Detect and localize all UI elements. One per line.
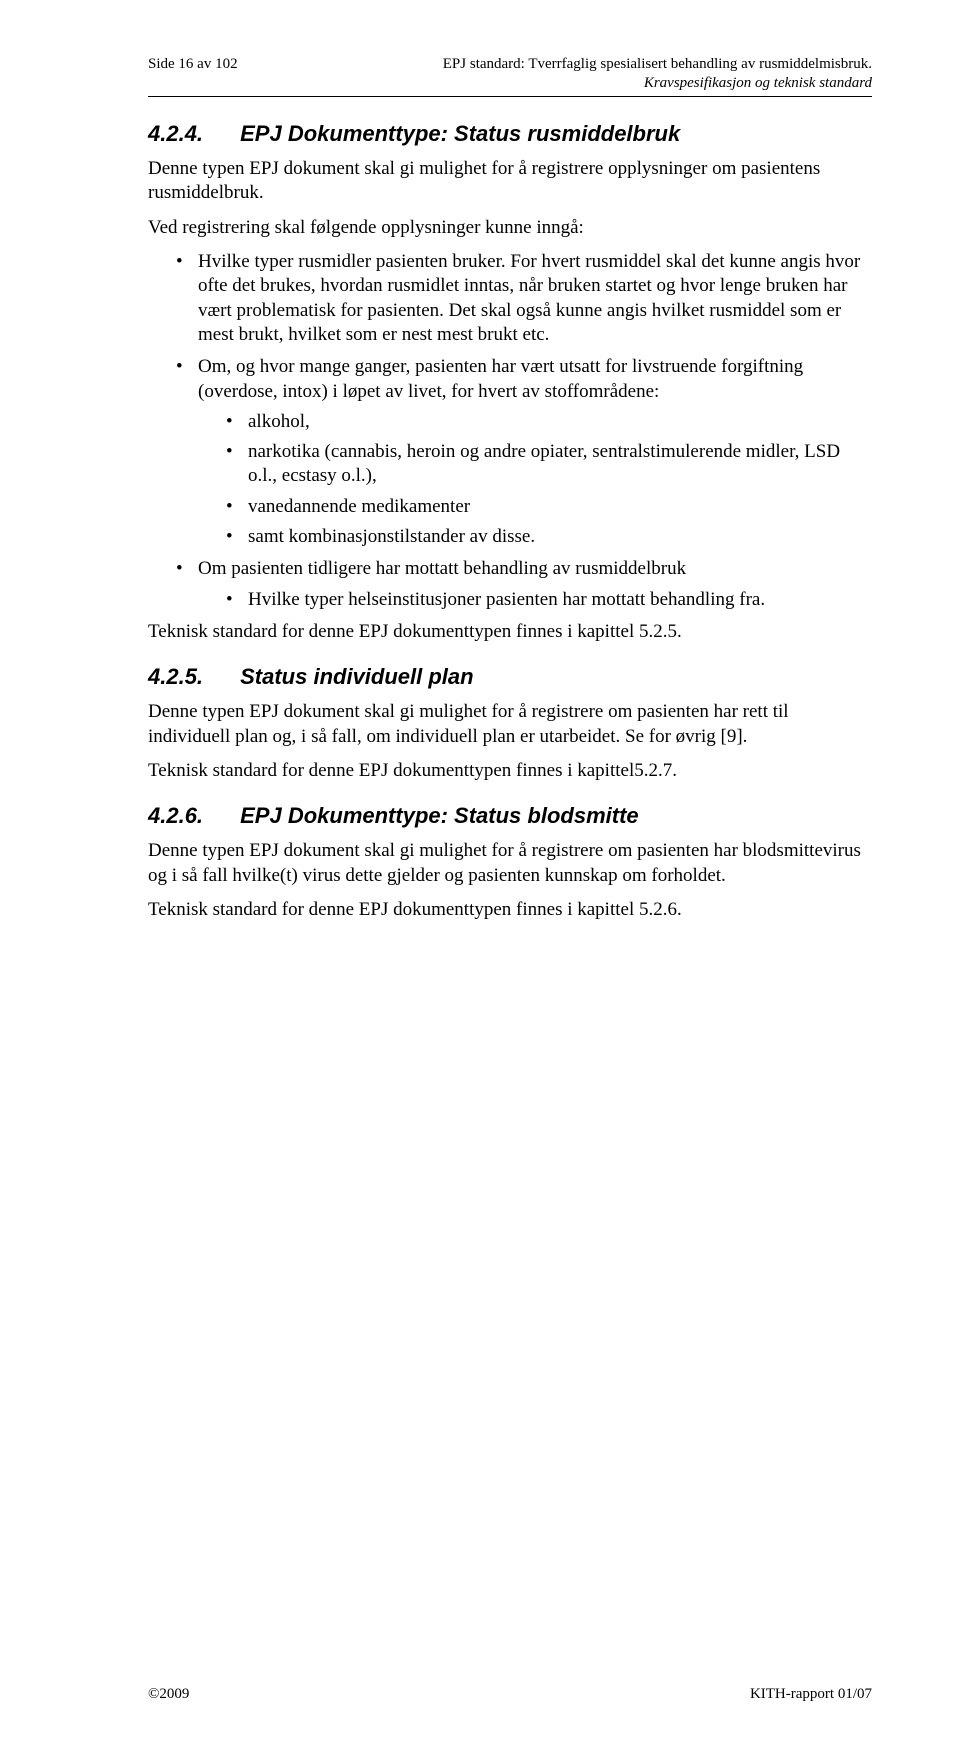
- bullet-list: Hvilke typer rusmidler pasienten bruker.…: [148, 250, 872, 612]
- paragraph: Teknisk standard for denne EPJ dokumentt…: [148, 620, 872, 644]
- section-number: 4.2.5.: [148, 664, 234, 690]
- page-indicator: Side 16 av 102: [148, 56, 238, 73]
- doc-subtitle: Kravspesifikasjon og teknisk standard: [148, 75, 872, 92]
- doc-title: EPJ standard: Tverrfaglig spesialisert b…: [443, 56, 872, 73]
- paragraph: Ved registrering skal følgende opplysnin…: [148, 216, 872, 240]
- section-number: 4.2.6.: [148, 803, 234, 829]
- document-page: Side 16 av 102 EPJ standard: Tverrfaglig…: [0, 0, 960, 1745]
- section-title: EPJ Dokumenttype: Status rusmiddelbruk: [240, 121, 680, 146]
- section-heading-426: 4.2.6. EPJ Dokumenttype: Status blodsmit…: [148, 803, 872, 829]
- list-item: Om pasienten tidligere har mottatt behan…: [176, 557, 872, 612]
- list-item: vanedannende medikamenter: [226, 495, 872, 519]
- paragraph: Denne typen EPJ dokument skal gi mulighe…: [148, 700, 872, 749]
- bullet-list-nested: alkohol, narkotika (cannabis, heroin og …: [198, 410, 872, 550]
- footer: ©2009 KITH-rapport 01/07: [148, 1686, 872, 1703]
- list-item: samt kombinasjonstilstander av disse.: [226, 525, 872, 549]
- paragraph: Denne typen EPJ dokument skal gi mulighe…: [148, 839, 872, 888]
- list-item-text: Om pasienten tidligere har mottatt behan…: [198, 558, 686, 579]
- list-item: Hvilke typer rusmidler pasienten bruker.…: [176, 250, 872, 347]
- list-item: narkotika (cannabis, heroin og andre opi…: [226, 440, 872, 489]
- list-item: Om, og hvor mange ganger, pasienten har …: [176, 355, 872, 549]
- list-item: Hvilke typer helseinstitusjoner pasiente…: [226, 588, 872, 612]
- list-item-text: Om, og hvor mange ganger, pasienten har …: [198, 356, 803, 401]
- header-row: Side 16 av 102 EPJ standard: Tverrfaglig…: [148, 56, 872, 73]
- section-title: EPJ Dokumenttype: Status blodsmitte: [240, 803, 639, 828]
- list-item: alkohol,: [226, 410, 872, 434]
- footer-right: KITH-rapport 01/07: [750, 1686, 872, 1703]
- section-title: Status individuell plan: [240, 664, 473, 689]
- bullet-list-nested: Hvilke typer helseinstitusjoner pasiente…: [198, 588, 872, 612]
- paragraph: Teknisk standard for denne EPJ dokumentt…: [148, 759, 872, 783]
- paragraph: Teknisk standard for denne EPJ dokumentt…: [148, 898, 872, 922]
- section-heading-424: 4.2.4. EPJ Dokumenttype: Status rusmidde…: [148, 121, 872, 147]
- section-heading-425: 4.2.5. Status individuell plan: [148, 664, 872, 690]
- header-rule: [148, 96, 872, 97]
- paragraph: Denne typen EPJ dokument skal gi mulighe…: [148, 157, 872, 206]
- footer-left: ©2009: [148, 1686, 189, 1703]
- section-number: 4.2.4.: [148, 121, 234, 147]
